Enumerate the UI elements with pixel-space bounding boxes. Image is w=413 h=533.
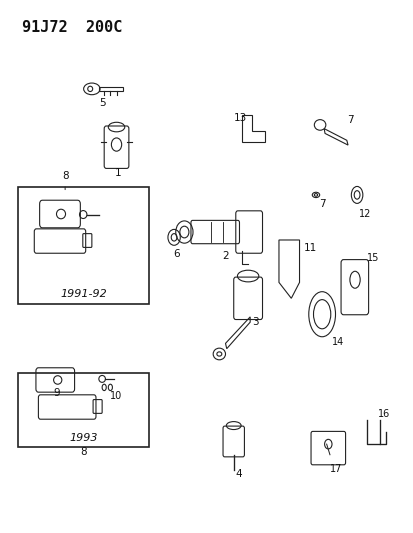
- Text: 2: 2: [222, 251, 228, 261]
- Text: 7: 7: [318, 199, 325, 208]
- Text: 12: 12: [358, 209, 370, 219]
- Text: 5: 5: [99, 98, 105, 108]
- Text: 14: 14: [332, 337, 344, 347]
- Text: 6: 6: [173, 249, 179, 260]
- Bar: [18, 373, 149, 447]
- Text: 1993: 1993: [69, 433, 97, 442]
- Text: 15: 15: [366, 253, 378, 263]
- Text: 3: 3: [252, 317, 258, 327]
- Text: 1991-92: 1991-92: [60, 289, 107, 300]
- Text: 11: 11: [303, 243, 316, 253]
- Text: 17: 17: [330, 464, 342, 474]
- Text: 4: 4: [235, 469, 242, 479]
- Text: 16: 16: [377, 409, 389, 418]
- Text: 8: 8: [80, 447, 87, 457]
- Text: 7: 7: [346, 115, 353, 125]
- Text: 10: 10: [109, 391, 121, 401]
- Text: 91J72  200C: 91J72 200C: [22, 20, 122, 35]
- Text: 13: 13: [233, 112, 247, 123]
- Text: 9: 9: [53, 389, 60, 398]
- Text: 1: 1: [115, 168, 121, 179]
- Bar: [18, 187, 149, 304]
- Text: 8: 8: [62, 171, 68, 181]
